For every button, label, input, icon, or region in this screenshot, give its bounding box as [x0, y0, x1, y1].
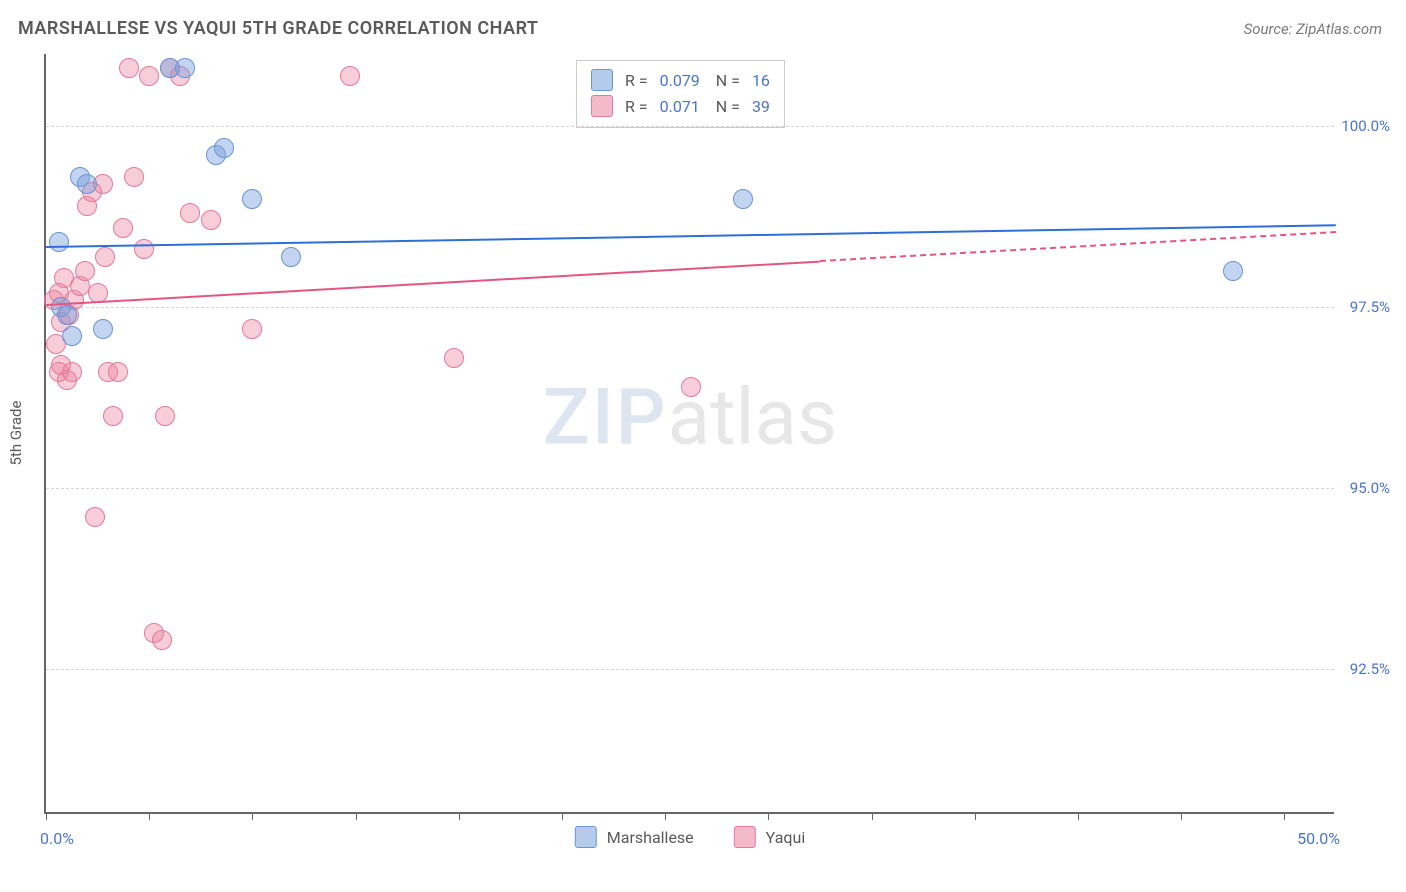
point-marshallese — [733, 189, 753, 209]
point-marshallese — [49, 232, 69, 252]
legend-swatch-marshallese — [575, 826, 597, 848]
point-yaqui — [444, 348, 464, 368]
chart-title: MARSHALLESE VS YAQUI 5TH GRADE CORRELATI… — [18, 18, 539, 39]
stats-row-yaqui: R = 0.071 N = 39 — [591, 93, 770, 119]
point-yaqui — [85, 507, 105, 527]
x-tick — [768, 812, 769, 820]
series-legend: Marshallese Yaqui — [575, 826, 805, 848]
x-tick — [665, 812, 666, 820]
y-axis-label: 5th Grade — [7, 401, 25, 466]
x-tick — [975, 812, 976, 820]
point-yaqui — [75, 261, 95, 281]
point-yaqui — [201, 210, 221, 230]
point-marshallese — [57, 305, 77, 325]
chart-header: MARSHALLESE VS YAQUI 5TH GRADE CORRELATI… — [0, 0, 1406, 45]
point-yaqui — [62, 362, 82, 382]
point-yaqui — [95, 247, 115, 267]
x-min-label: 0.0% — [40, 829, 74, 848]
point-yaqui — [139, 66, 159, 86]
plot-region: ZIPatlas R = 0.079 N = 16 R = 0.071 N = … — [44, 54, 1334, 814]
r-value-yaqui: 0.071 — [660, 97, 700, 116]
stats-legend: R = 0.079 N = 16 R = 0.071 N = 39 — [576, 60, 785, 128]
legend-swatch-yaqui — [734, 826, 756, 848]
chart-source: Source: ZipAtlas.com — [1244, 20, 1382, 38]
trendline-marshallese — [46, 224, 1336, 248]
n-value-marshallese: 16 — [752, 71, 770, 90]
x-tick — [356, 812, 357, 820]
y-tick-label: 100.0% — [1340, 117, 1390, 135]
point-marshallese — [242, 189, 262, 209]
x-tick — [149, 812, 150, 820]
y-tick-label: 92.5% — [1340, 660, 1390, 678]
point-yaqui — [103, 406, 123, 426]
gridline — [46, 307, 1334, 308]
swatch-marshallese — [591, 69, 613, 91]
point-marshallese — [214, 138, 234, 158]
n-value-yaqui: 39 — [752, 97, 770, 116]
point-marshallese — [175, 58, 195, 78]
gridline — [46, 488, 1334, 489]
swatch-yaqui — [591, 95, 613, 117]
trendline-yaqui — [820, 231, 1336, 262]
point-yaqui — [124, 167, 144, 187]
y-tick-label: 97.5% — [1340, 298, 1390, 316]
point-marshallese — [93, 319, 113, 339]
legend-label-marshallese: Marshallese — [607, 828, 694, 847]
point-yaqui — [113, 218, 133, 238]
x-tick — [1284, 812, 1285, 820]
legend-item-yaqui: Yaqui — [734, 826, 806, 848]
trendline-yaqui — [46, 260, 820, 305]
point-marshallese — [281, 247, 301, 267]
gridline — [46, 669, 1334, 670]
x-tick — [1181, 812, 1182, 820]
point-yaqui — [155, 406, 175, 426]
legend-label-yaqui: Yaqui — [766, 828, 806, 847]
y-tick-label: 95.0% — [1340, 479, 1390, 497]
stats-row-marshallese: R = 0.079 N = 16 — [591, 67, 770, 93]
chart-area: ZIPatlas R = 0.079 N = 16 R = 0.071 N = … — [44, 54, 1384, 844]
point-yaqui — [180, 203, 200, 223]
x-tick — [562, 812, 563, 820]
r-value-marshallese: 0.079 — [660, 71, 700, 90]
legend-item-marshallese: Marshallese — [575, 826, 694, 848]
x-max-label: 50.0% — [1297, 829, 1340, 848]
point-marshallese — [77, 174, 97, 194]
x-tick — [872, 812, 873, 820]
x-tick — [459, 812, 460, 820]
point-yaqui — [134, 239, 154, 259]
point-yaqui — [152, 630, 172, 650]
point-yaqui — [242, 319, 262, 339]
point-marshallese — [1223, 261, 1243, 281]
gridline — [46, 126, 1334, 127]
x-tick — [1078, 812, 1079, 820]
x-tick — [46, 812, 47, 820]
point-yaqui — [119, 58, 139, 78]
point-yaqui — [108, 362, 128, 382]
point-marshallese — [62, 326, 82, 346]
x-tick — [252, 812, 253, 820]
point-yaqui — [340, 66, 360, 86]
point-yaqui — [681, 377, 701, 397]
